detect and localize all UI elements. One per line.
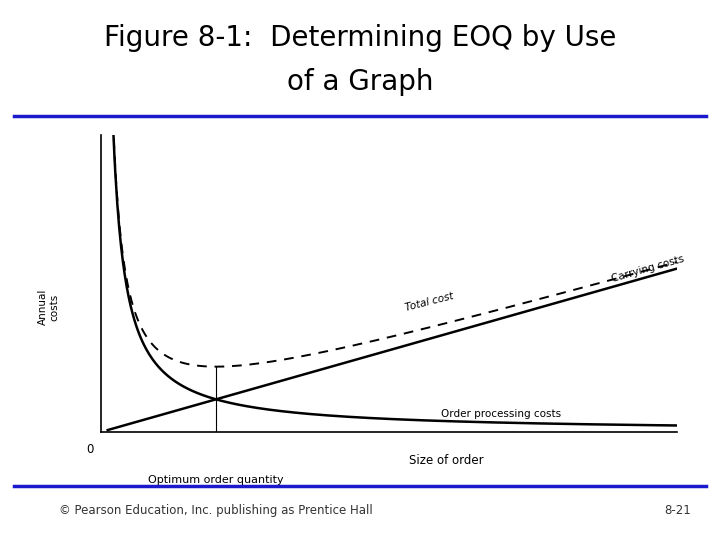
Text: Figure 8-1:  Determining EOQ by Use: Figure 8-1: Determining EOQ by Use xyxy=(104,24,616,52)
Text: Order processing costs: Order processing costs xyxy=(441,409,561,419)
Text: Optimum order quantity: Optimum order quantity xyxy=(148,475,284,485)
Text: 8-21: 8-21 xyxy=(665,504,691,517)
Text: Annual
costs: Annual costs xyxy=(38,289,60,326)
Text: 0: 0 xyxy=(86,443,94,456)
Text: © Pearson Education, Inc. publishing as Prentice Hall: © Pearson Education, Inc. publishing as … xyxy=(59,504,373,517)
Text: Size of order: Size of order xyxy=(409,454,484,467)
Text: of a Graph: of a Graph xyxy=(287,68,433,96)
Text: Carrying costs: Carrying costs xyxy=(611,254,685,284)
Text: Total cost: Total cost xyxy=(404,291,454,313)
